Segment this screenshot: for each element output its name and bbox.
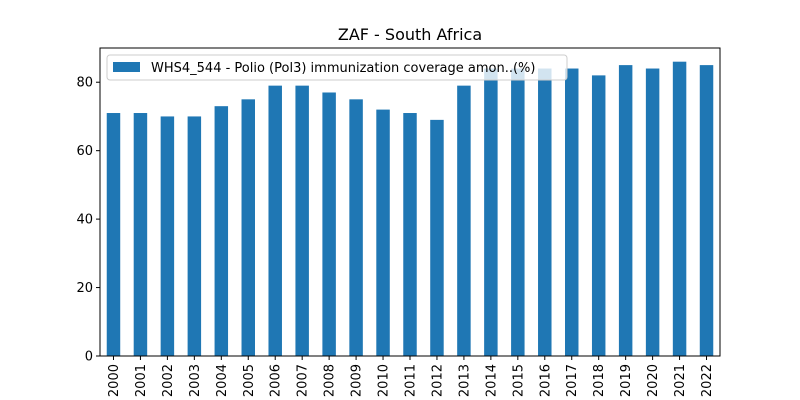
bar-2013 bbox=[457, 85, 471, 356]
x-tick-label: 2010 bbox=[377, 364, 392, 397]
bar-2005 bbox=[241, 99, 255, 356]
y-tick-label: 80 bbox=[76, 76, 93, 91]
bar-2017 bbox=[565, 68, 579, 356]
x-tick-label: 2005 bbox=[242, 364, 257, 397]
x-tick-label: 2007 bbox=[296, 364, 311, 397]
legend-label: WHS4_544 - Polio (Pol3) immunization cov… bbox=[151, 61, 535, 76]
bar-2020 bbox=[645, 68, 660, 356]
x-tick-label: 2022 bbox=[700, 364, 715, 397]
bar-2015 bbox=[511, 68, 525, 356]
y-tick-label: 40 bbox=[76, 213, 93, 228]
x-tick-label: 2000 bbox=[107, 364, 122, 397]
bar-2009 bbox=[349, 99, 363, 356]
bar-2004 bbox=[214, 106, 229, 357]
plot-frame bbox=[99, 47, 721, 357]
bar-2018 bbox=[591, 75, 606, 356]
x-tick-label: 2016 bbox=[538, 364, 553, 397]
bar-2019 bbox=[618, 65, 633, 357]
bar-2012 bbox=[430, 119, 444, 357]
bar-2003 bbox=[187, 116, 202, 356]
x-tick-label: 2013 bbox=[457, 364, 472, 397]
x-tick-label: 2012 bbox=[430, 364, 445, 397]
bar-2002 bbox=[160, 116, 175, 356]
bar-2010 bbox=[376, 109, 390, 356]
bar-2022 bbox=[699, 65, 714, 357]
x-tick-label: 2021 bbox=[673, 364, 688, 397]
bar-2014 bbox=[484, 68, 498, 356]
legend: WHS4_544 - Polio (Pol3) immunization cov… bbox=[106, 54, 568, 81]
x-tick-label: 2014 bbox=[484, 364, 499, 397]
x-tick-label: 2002 bbox=[161, 364, 176, 397]
x-tick-label: 2006 bbox=[269, 364, 284, 397]
y-tick-label: 0 bbox=[85, 350, 93, 365]
bar-2006 bbox=[268, 85, 282, 356]
x-tick-label: 2018 bbox=[592, 364, 607, 397]
bar-2016 bbox=[538, 68, 552, 356]
y-axis: 0 20 40 60 80 bbox=[76, 76, 100, 365]
legend-swatch bbox=[113, 62, 140, 72]
x-tick-label: 2019 bbox=[619, 364, 634, 397]
x-tick-label: 2015 bbox=[511, 364, 526, 397]
x-tick-label: 2008 bbox=[323, 364, 338, 397]
bar-2021 bbox=[672, 61, 687, 356]
bar-2011 bbox=[403, 113, 417, 357]
x-tick-label: 2017 bbox=[565, 364, 580, 397]
bar-2007 bbox=[295, 85, 309, 356]
bars-group bbox=[106, 61, 714, 357]
bar-2008 bbox=[322, 92, 336, 357]
x-tick-label: 2004 bbox=[215, 364, 230, 397]
x-tick-label: 2009 bbox=[350, 364, 365, 397]
bar-2000 bbox=[106, 113, 121, 357]
x-tick-label: 2011 bbox=[404, 364, 419, 397]
y-tick-label: 60 bbox=[76, 144, 93, 159]
x-tick-label: 2020 bbox=[646, 364, 661, 397]
x-tick-label: 2003 bbox=[188, 364, 203, 397]
bar-2001 bbox=[133, 113, 148, 357]
chart-title: ZAF - South Africa bbox=[338, 25, 482, 44]
x-tick-label: 2001 bbox=[134, 364, 149, 397]
x-axis: 2000 2001 2002 2003 2004 2005 2006 2007 2008 2009… bbox=[107, 356, 715, 397]
y-tick-label: 20 bbox=[76, 281, 93, 296]
legend-box bbox=[106, 54, 568, 81]
